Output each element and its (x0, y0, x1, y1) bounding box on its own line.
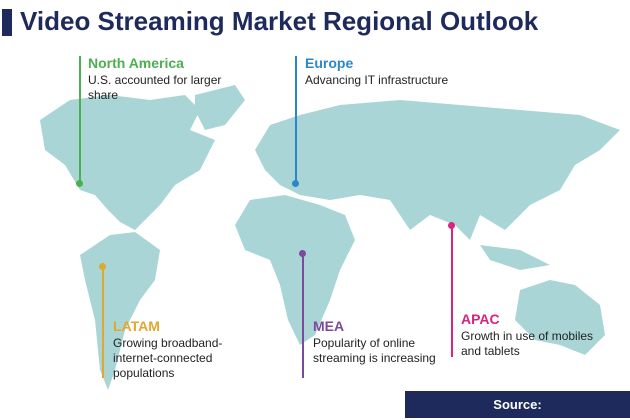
leader-line (451, 225, 453, 357)
leader-line (302, 253, 304, 378)
region-name: APAC (461, 311, 500, 327)
region-name: MEA (313, 318, 345, 334)
region-description: Growth in use of mobiles and tablets (461, 329, 594, 358)
region-name: Europe (305, 55, 354, 71)
location-dot (292, 180, 299, 187)
region-name: LATAM (113, 318, 160, 334)
south-america (80, 232, 160, 390)
location-dot (99, 263, 106, 270)
location-dot (76, 180, 83, 187)
region-description: Popularity of online streaming is increa… (313, 336, 436, 365)
region-name: North America (88, 55, 184, 71)
leader-line (295, 56, 297, 184)
leader-line (79, 56, 81, 184)
title-marker (2, 9, 12, 36)
leader-line (102, 266, 104, 378)
eurasia (255, 100, 620, 240)
location-dot (448, 222, 455, 229)
indonesia (480, 245, 550, 270)
north-america (40, 95, 215, 230)
region-description: U.S. accounted for larger share (88, 73, 222, 102)
location-dot (299, 250, 306, 257)
title: Video Streaming Market Regional Outlook (20, 6, 539, 36)
source: Source: www.psmarketresearch.com (405, 391, 630, 418)
region-description: Advancing IT infrastructure (305, 73, 449, 87)
greenland (195, 85, 245, 130)
africa (235, 195, 355, 345)
australia (515, 280, 605, 355)
region-description: Growing broadband-internet-connected pop… (113, 336, 223, 380)
